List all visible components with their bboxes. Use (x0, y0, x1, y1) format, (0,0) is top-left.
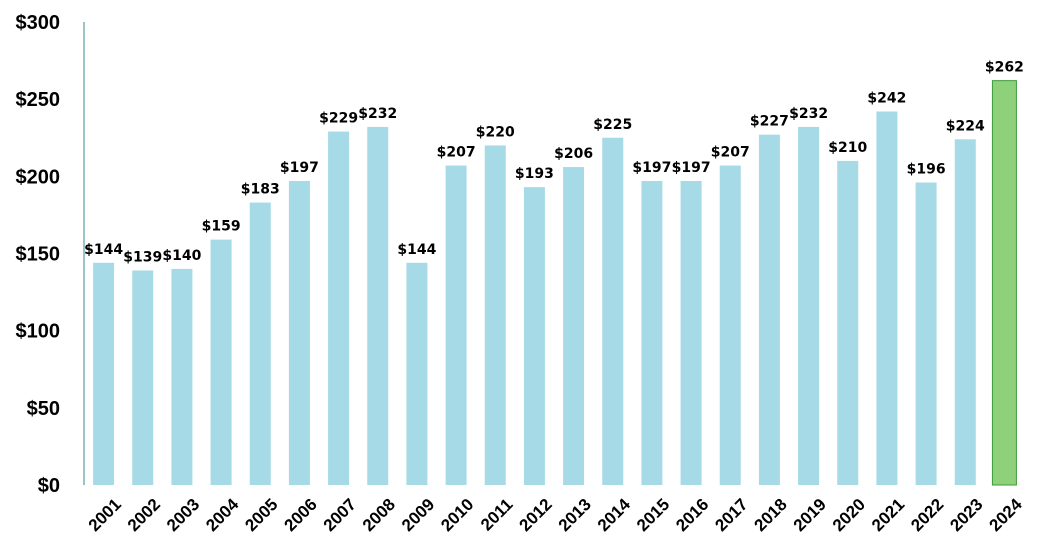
y-tick-label: $200 (16, 166, 61, 188)
x-tick-label-2005: 2005 (241, 495, 281, 535)
bar-2012 (523, 187, 545, 486)
bar-2002 (132, 270, 154, 485)
x-tick-label-2020: 2020 (829, 495, 869, 535)
data-labels: $144 $139 $140$159$183$197$229 $232$144$207… (84, 60, 1024, 266)
bar-2018 (758, 134, 780, 485)
data-label-2013: $206 (554, 146, 593, 162)
data-label-2010: $207 (437, 145, 476, 161)
data-label-2005: $183 (241, 182, 280, 198)
bar-2009 (406, 262, 428, 485)
data-label-2014: $225 (593, 117, 632, 133)
bar-2015 (641, 180, 663, 486)
x-tick-label-2023: 2023 (946, 495, 986, 535)
x-tick-label-2022: 2022 (907, 495, 947, 535)
y-tick-label: $150 (16, 244, 61, 266)
bar-2022 (915, 182, 937, 486)
data-label-2017: $207 (711, 145, 750, 161)
data-label-2019: $232 (789, 106, 828, 122)
y-tick-label: $0 (38, 475, 60, 497)
data-label-2020: $210 (828, 140, 867, 156)
x-tick-label-2009: 2009 (398, 495, 438, 535)
data-label-2007: $229 (319, 111, 358, 127)
data-label-2009: $144 (397, 242, 436, 258)
y-tick-label: $300 (16, 12, 61, 34)
bar-2013 (563, 167, 585, 485)
y-tick-label: $50 (27, 398, 60, 420)
x-tick-label-2001: 2001 (85, 495, 125, 535)
x-axis-tick-labels: 2001200220032004200520062007200820092010… (85, 494, 1026, 535)
bar-2011 (484, 145, 506, 485)
bar-2020 (837, 160, 859, 485)
x-tick-label-2012: 2012 (516, 495, 556, 535)
y-tick-label: $100 (16, 321, 61, 343)
x-tick-label-2004: 2004 (202, 494, 243, 535)
data-label-2021: $242 (867, 91, 906, 107)
data-label-2024: $262 (985, 60, 1024, 76)
x-tick-label-2021: 2021 (868, 495, 908, 535)
x-tick-label-2017: 2017 (711, 495, 751, 535)
x-tick-label-2018: 2018 (751, 495, 791, 535)
data-label-2003: $140 (162, 248, 201, 264)
x-tick-label-2024: 2024 (986, 494, 1027, 535)
data-label-2012: $193 (515, 166, 554, 182)
x-tick-label-2013: 2013 (555, 495, 595, 535)
x-tick-label-2002: 2002 (124, 495, 164, 535)
bar-2007 (328, 131, 350, 485)
x-tick-label-2003: 2003 (163, 495, 203, 535)
bar-2024 (991, 80, 1017, 486)
bar-2023 (954, 139, 976, 485)
bar-2017 (719, 165, 741, 485)
data-label-2001: $144 (84, 242, 123, 258)
y-tick-label: $250 (16, 89, 61, 111)
bar-2004 (210, 239, 232, 485)
data-label-2008: $232 (358, 106, 397, 122)
bar-2001 (93, 262, 115, 485)
x-tick-label-2007: 2007 (320, 495, 360, 535)
x-tick-label-2014: 2014 (594, 494, 635, 535)
data-label-2018: $227 (750, 114, 789, 130)
x-tick-label-2010: 2010 (437, 495, 477, 535)
data-label-2022: $196 (907, 162, 946, 178)
data-label-2002: $139 (123, 249, 162, 265)
bar-2005 (249, 202, 271, 485)
bar-2016 (680, 180, 702, 486)
data-label-2023: $224 (946, 118, 985, 134)
data-label-2006: $197 (280, 160, 319, 176)
data-label-2004: $159 (202, 219, 241, 235)
bar-2003 (171, 268, 193, 485)
y-axis-tick-labels: $0 $50 $100 $150 $200 $250 $300 (16, 12, 61, 497)
bars (93, 80, 1017, 486)
bar-2006 (288, 180, 310, 486)
x-tick-label-2006: 2006 (281, 495, 321, 535)
x-tick-label-2019: 2019 (790, 495, 830, 535)
data-label-2011: $220 (476, 124, 515, 140)
x-tick-label-2008: 2008 (359, 495, 399, 535)
data-label-2016: $197 (672, 160, 711, 176)
x-tick-label-2011: 2011 (477, 495, 517, 535)
x-tick-label-2015: 2015 (633, 495, 673, 535)
data-label-2015: $197 (632, 160, 671, 176)
bar-2014 (602, 137, 624, 485)
bar-2008 (367, 126, 389, 486)
bar-2010 (445, 165, 467, 485)
bar-2019 (798, 126, 820, 486)
bar-2021 (876, 111, 898, 485)
x-tick-label-2016: 2016 (672, 495, 712, 535)
